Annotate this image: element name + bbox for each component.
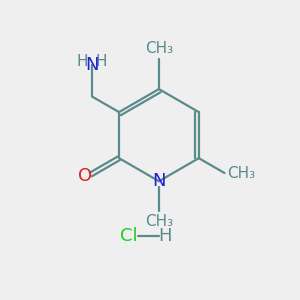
- Text: H: H: [158, 227, 172, 245]
- Text: CH₃: CH₃: [145, 41, 173, 56]
- Text: O: O: [78, 167, 92, 185]
- Text: N: N: [85, 56, 99, 74]
- Text: CH₃: CH₃: [145, 214, 173, 229]
- Text: H: H: [96, 54, 107, 69]
- Text: Cl: Cl: [120, 227, 138, 245]
- Text: CH₃: CH₃: [227, 166, 255, 181]
- Text: H: H: [77, 54, 88, 69]
- Text: N: N: [152, 172, 166, 190]
